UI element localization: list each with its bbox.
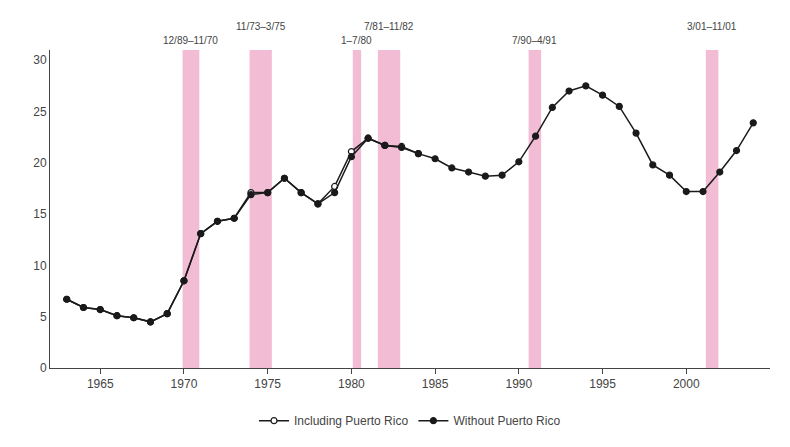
svg-text:15: 15	[33, 207, 47, 221]
svg-text:7/90–4/91: 7/90–4/91	[512, 35, 557, 46]
svg-text:Without Puerto Rico: Without Puerto Rico	[453, 414, 560, 428]
svg-text:1965: 1965	[87, 377, 114, 391]
svg-text:2000: 2000	[673, 377, 700, 391]
svg-text:Including Puerto Rico: Including Puerto Rico	[294, 414, 408, 428]
svg-text:1990: 1990	[505, 377, 532, 391]
svg-text:3/01–11/01: 3/01–11/01	[687, 21, 737, 32]
svg-text:0: 0	[40, 361, 47, 375]
svg-text:1975: 1975	[254, 377, 281, 391]
svg-text:7/81–11/82: 7/81–11/82	[364, 21, 414, 32]
svg-text:11/73–3/75: 11/73–3/75	[236, 21, 286, 32]
svg-text:5: 5	[40, 310, 47, 324]
svg-text:1980: 1980	[338, 377, 365, 391]
svg-text:10: 10	[33, 259, 47, 273]
svg-text:20: 20	[33, 156, 47, 170]
svg-text:1985: 1985	[422, 377, 449, 391]
svg-text:1995: 1995	[589, 377, 616, 391]
svg-text:30: 30	[33, 53, 47, 67]
svg-text:12/89–11/70: 12/89–11/70	[163, 35, 218, 46]
svg-text:1970: 1970	[171, 377, 198, 391]
svg-text:1–7/80: 1–7/80	[341, 35, 372, 46]
svg-text:25: 25	[33, 105, 47, 119]
